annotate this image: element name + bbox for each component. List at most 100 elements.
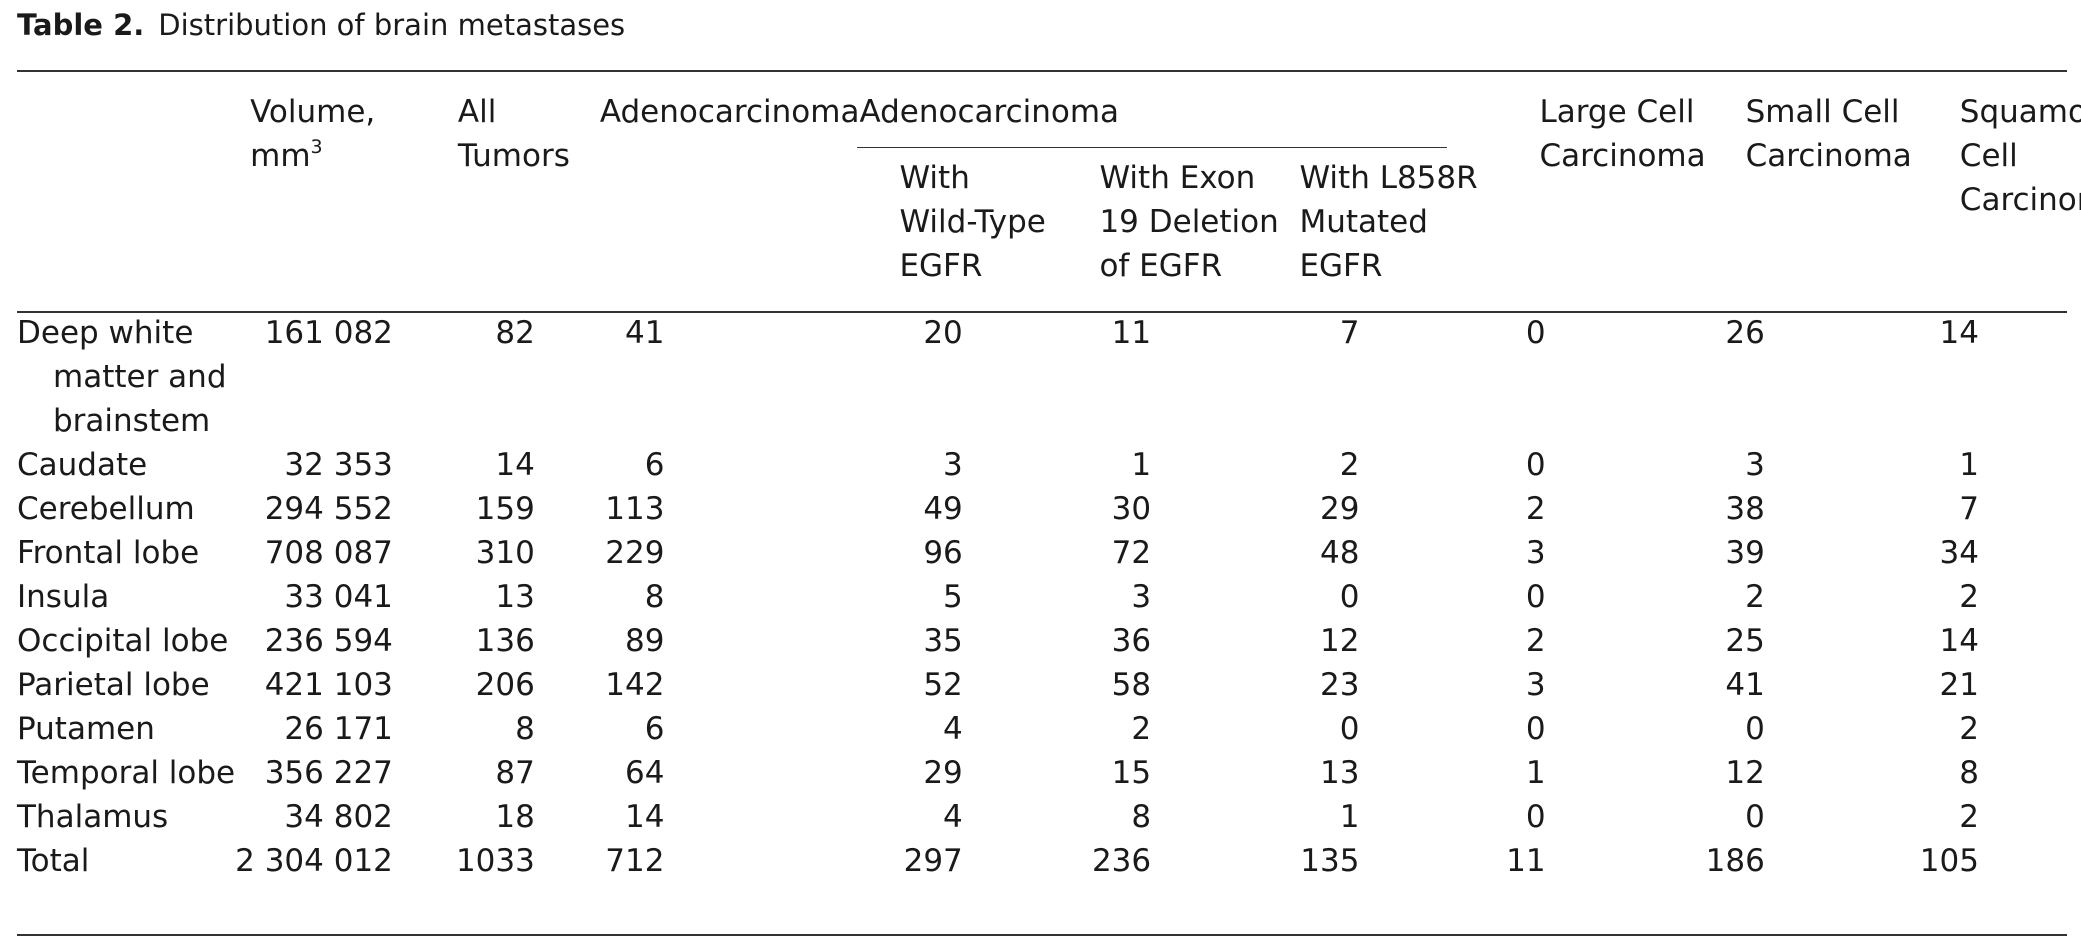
row-label-line: Insula — [17, 579, 110, 615]
cell-l858r: 0 — [1339, 579, 1360, 615]
table-row: Frontal lobe 708 087 310 229 96 72 48 3 39 34 — [17, 531, 2081, 575]
cell-wild: 96 — [923, 535, 963, 571]
cell-volume: 421 103 — [264, 667, 393, 703]
cell-exon: 11 — [1111, 315, 1152, 351]
cell-squamous: 21 — [1939, 667, 1979, 703]
cell-all: 82 — [495, 315, 535, 351]
cell-wild: 49 — [923, 491, 963, 527]
row-label-line: Occipital lobe — [17, 623, 229, 659]
bottom-rule — [17, 934, 2067, 936]
cell-exon: 2 — [1131, 711, 1152, 747]
cell-volume: 356 227 — [264, 755, 393, 791]
cell-small: 38 — [1725, 491, 1765, 527]
header-adeno-group: Adenocarcinoma With Wild-Type EGFR With Ex… — [859, 90, 1499, 311]
cell-exon: 3 — [1131, 579, 1152, 615]
cell-squamous: 1 — [1959, 447, 1979, 483]
cell-squamous: 105 — [1919, 843, 1979, 879]
cell-squamous: 2 — [1959, 799, 1979, 835]
header-volume: Volume, mm3 — [250, 94, 376, 174]
cell-small: 12 — [1725, 755, 1765, 791]
table-row: Caudate 32 353 14 6 3 1 2 0 3 1 — [17, 443, 2081, 487]
cell-large: 3 — [1525, 667, 1546, 703]
cell-squamous: 2 — [1959, 579, 1979, 615]
cell-l858r: 12 — [1320, 623, 1360, 659]
row-label: Cerebellum — [17, 487, 235, 531]
cell-small: 26 — [1725, 315, 1765, 351]
cell-wild: 297 — [903, 843, 963, 879]
header-squamous: SquamousCellCarcinoma — [1959, 94, 2081, 218]
cell-exon: 15 — [1111, 755, 1152, 791]
cell-adeno: 113 — [605, 491, 665, 527]
cell-small: 186 — [1705, 843, 1765, 879]
row-label-line: Cerebellum — [17, 491, 195, 527]
cell-squamous: 2 — [1959, 711, 1979, 747]
cell-wild: 4 — [943, 711, 963, 747]
row-label: Frontal lobe — [17, 531, 235, 575]
cell-exon: 236 — [1091, 843, 1152, 879]
cell-l858r: 1 — [1339, 799, 1360, 835]
cell-l858r: 29 — [1320, 491, 1360, 527]
row-label: Insula — [17, 575, 235, 619]
cell-l858r: 48 — [1320, 535, 1360, 571]
cell-wild: 29 — [923, 755, 963, 791]
cell-l858r: 135 — [1300, 843, 1360, 879]
cell-exon: 30 — [1111, 491, 1152, 527]
cell-adeno: 41 — [625, 315, 665, 351]
cell-volume: 26 171 — [284, 711, 393, 747]
table-body: Deep white matter and brainstem 161 082 82 41… — [17, 311, 2081, 883]
row-label-line: Temporal lobe — [17, 755, 236, 791]
cell-volume: 161 082 — [264, 315, 393, 351]
cell-l858r: 2 — [1339, 447, 1360, 483]
top-rule — [17, 70, 2067, 72]
header-wild-type: With Wild-Type EGFR — [899, 160, 1046, 284]
cell-l858r: 0 — [1339, 711, 1360, 747]
cell-large: 0 — [1525, 315, 1546, 351]
table-caption: Distribution of brain metastases — [158, 8, 626, 42]
table-title: Table 2. Distribution of brain metastases — [17, 8, 625, 42]
cell-adeno: 229 — [605, 535, 665, 571]
table-label: Table 2. — [17, 8, 145, 42]
cell-l858r: 13 — [1320, 755, 1360, 791]
table-row: Parietal lobe 421 103 206 142 52 58 23 3 41 21 — [17, 663, 2081, 707]
cell-large: 11 — [1506, 843, 1546, 879]
cell-wild: 35 — [923, 623, 963, 659]
cell-wild: 52 — [923, 667, 963, 703]
cell-squamous: 34 — [1939, 535, 1979, 571]
cell-squamous: 14 — [1939, 315, 1979, 351]
table-row: Total 2 304 012 1033 712 297 236 135 11 186 105 — [17, 839, 2081, 883]
header-adenocarcinoma: Adenocarcinoma — [599, 94, 860, 130]
cell-large: 2 — [1525, 623, 1546, 659]
cell-all: 310 — [475, 535, 535, 571]
table-row: Insula 33 041 13 8 5 3 0 0 2 2 — [17, 575, 2081, 619]
cell-all: 87 — [495, 755, 535, 791]
cell-adeno: 14 — [625, 799, 665, 835]
cell-large: 3 — [1525, 535, 1546, 571]
cell-adeno: 64 — [625, 755, 665, 791]
cell-all: 136 — [475, 623, 535, 659]
cell-l858r: 23 — [1320, 667, 1360, 703]
cell-all: 1033 — [455, 843, 535, 879]
row-label-line: brainstem — [53, 403, 211, 439]
table-row: Putamen 26 171 8 6 4 2 0 0 0 2 — [17, 707, 2081, 751]
table-row: Deep white matter and brainstem 161 082 82 41… — [17, 311, 2081, 443]
header-small-cell: Small Cell Carcinoma — [1745, 94, 1912, 174]
cell-wild: 4 — [943, 799, 963, 835]
cell-volume: 708 087 — [264, 535, 393, 571]
cell-volume: 2 304 012 — [235, 843, 393, 879]
row-label-line: matter and — [53, 359, 227, 395]
cell-small: 39 — [1725, 535, 1765, 571]
cell-all: 13 — [495, 579, 535, 615]
cell-squamous: 14 — [1939, 623, 1979, 659]
cell-adeno: 89 — [625, 623, 665, 659]
cell-exon: 36 — [1111, 623, 1152, 659]
row-label: Deep white matter and brainstem — [17, 311, 235, 443]
cell-wild: 5 — [943, 579, 963, 615]
header-all-tumors: All Tumors — [457, 94, 570, 174]
cell-all: 8 — [515, 711, 535, 747]
cell-small: 0 — [1745, 799, 1765, 835]
row-label: Total — [17, 839, 235, 883]
cell-small: 25 — [1725, 623, 1765, 659]
row-label-line: Parietal lobe — [17, 667, 210, 703]
cell-exon: 72 — [1111, 535, 1152, 571]
cell-wild: 3 — [943, 447, 963, 483]
